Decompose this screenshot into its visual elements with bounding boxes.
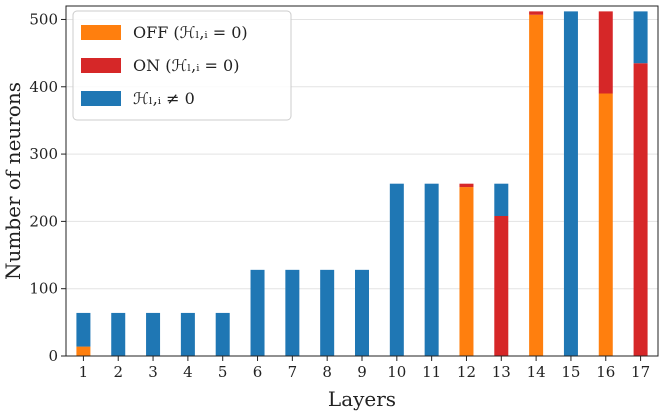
bar-active-layer-13 xyxy=(494,183,509,216)
bar-active-layer-5 xyxy=(215,312,230,356)
bar-active-layer-8 xyxy=(320,269,335,356)
bar-off-layer-16 xyxy=(598,93,613,356)
bar-active-layer-10 xyxy=(389,183,404,356)
legend-swatch-off xyxy=(81,25,121,40)
legend-entries: OFF (ℋₗ,ᵢ = 0) ON (ℋₗ,ᵢ = 0) ℋₗ,ᵢ ≠ 0 xyxy=(81,23,248,108)
bar-active-layer-11 xyxy=(424,183,439,356)
bar-off-layer-12 xyxy=(459,187,474,356)
x-tick-label-5: 5 xyxy=(218,363,228,381)
bar-active-layer-7 xyxy=(285,269,300,356)
bar-on-layer-13 xyxy=(494,216,509,356)
x-tick-label-12: 12 xyxy=(457,363,476,381)
bar-on-layer-17 xyxy=(633,63,648,356)
y-tick-label-200: 200 xyxy=(29,212,58,230)
x-tick-label-14: 14 xyxy=(527,363,546,381)
x-tick-label-4: 4 xyxy=(183,363,193,381)
bar-active-layer-6 xyxy=(250,269,265,356)
legend-label-off: OFF (ℋₗ,ᵢ = 0) xyxy=(133,23,248,42)
bar-active-layer-4 xyxy=(180,312,195,356)
x-tick-label-9: 9 xyxy=(357,363,367,381)
y-axis-ticks: 0 100 200 300 400 500 xyxy=(29,10,66,365)
y-tick-label-0: 0 xyxy=(48,347,58,365)
x-tick-label-3: 3 xyxy=(148,363,158,381)
bar-active-layer-1 xyxy=(76,312,91,347)
x-tick-label-17: 17 xyxy=(631,363,650,381)
x-tick-label-6: 6 xyxy=(253,363,263,381)
y-axis-title: Number of neurons xyxy=(1,82,25,280)
x-tick-label-11: 11 xyxy=(422,363,441,381)
x-tick-label-10: 10 xyxy=(387,363,406,381)
bar-off-layer-1 xyxy=(76,346,91,356)
x-tick-label-15: 15 xyxy=(561,363,580,381)
bar-active-layer-9 xyxy=(355,269,369,356)
y-tick-label-400: 400 xyxy=(29,78,58,96)
x-tick-label-1: 1 xyxy=(79,363,89,381)
x-tick-label-13: 13 xyxy=(492,363,511,381)
legend-box xyxy=(72,10,292,121)
legend: OFF (ℋₗ,ᵢ = 0) ON (ℋₗ,ᵢ = 0) ℋₗ,ᵢ ≠ 0 xyxy=(72,10,292,121)
x-tick-label-16: 16 xyxy=(596,363,615,381)
x-tick-label-2: 2 xyxy=(113,363,123,381)
y-tick-label-100: 100 xyxy=(29,280,58,298)
bar-active-layer-17 xyxy=(633,11,648,64)
bar-on-layer-16 xyxy=(598,11,613,94)
bar-active-layer-3 xyxy=(146,312,161,356)
x-axis-title: Layers xyxy=(328,387,396,411)
bar-active-layer-2 xyxy=(111,312,126,356)
bar-on-layer-14 xyxy=(529,11,544,15)
y-tick-label-300: 300 xyxy=(29,145,58,163)
legend-swatch-active xyxy=(81,91,121,106)
bar-on-layer-12 xyxy=(459,183,474,188)
legend-swatch-on xyxy=(81,58,121,73)
x-tick-label-8: 8 xyxy=(322,363,332,381)
legend-label-on: ON (ℋₗ,ᵢ = 0) xyxy=(133,56,239,75)
x-tick-label-7: 7 xyxy=(288,363,298,381)
y-tick-label-500: 500 xyxy=(29,10,58,28)
bar-off-layer-14 xyxy=(529,14,544,356)
bars xyxy=(76,11,648,357)
legend-label-active: ℋₗ,ᵢ ≠ 0 xyxy=(133,89,195,108)
x-axis-ticks: 1 2 3 4 5 6 7 8 9 10 11 12 13 14 15 16 17 xyxy=(79,356,650,381)
bar-active-layer-15 xyxy=(563,11,578,357)
